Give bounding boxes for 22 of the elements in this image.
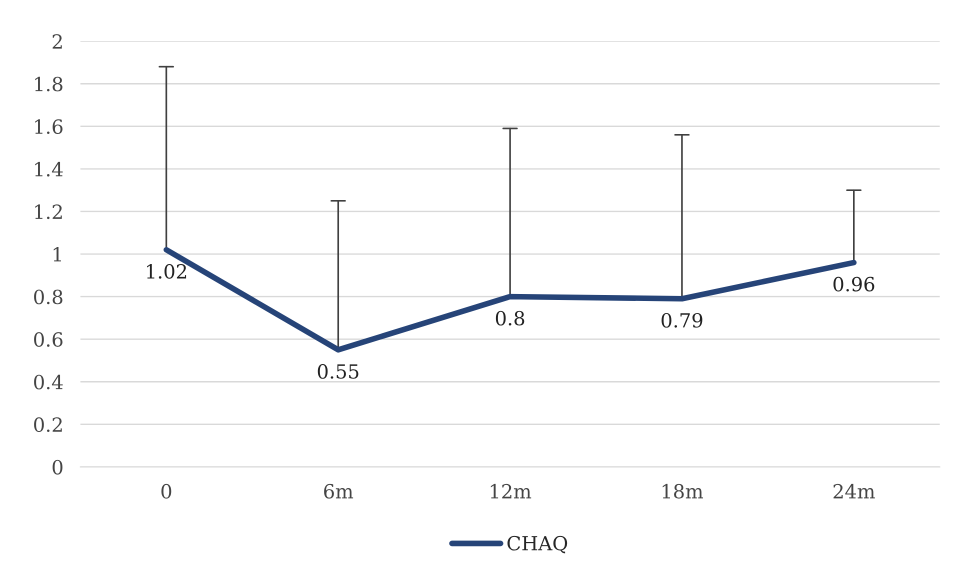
y-tick-label: 0.8 <box>34 290 62 304</box>
y-tick-label: 0.6 <box>34 332 62 347</box>
data-label: 0.8 <box>496 310 524 326</box>
data-label: 0.79 <box>662 312 702 328</box>
y-tick-label: 0 <box>52 460 62 475</box>
y-tick-label: 1.6 <box>35 119 62 134</box>
data-label: 0.55 <box>318 364 358 379</box>
x-tick-label: 0 <box>161 484 172 499</box>
y-tick-label: 2 <box>52 34 62 49</box>
y-tick-label: 0.4 <box>34 374 63 390</box>
x-tick-label: 6m <box>324 484 354 499</box>
y-tick-label: 1.8 <box>35 76 62 92</box>
y-tick-label: 1.4 <box>35 162 63 177</box>
y-tick-label: 1 <box>54 246 61 262</box>
data-label: 1.02 <box>147 264 186 279</box>
x-tick-label: 12m <box>490 484 532 498</box>
x-tick-label: 24m <box>834 484 875 498</box>
x-tick-label: 18m <box>662 484 704 499</box>
y-tick-label: 0.2 <box>34 417 62 432</box>
data-label: 0.96 <box>833 276 874 292</box>
y-tick-label: 1.2 <box>35 204 62 220</box>
legend-label: CHAQ <box>507 536 568 554</box>
